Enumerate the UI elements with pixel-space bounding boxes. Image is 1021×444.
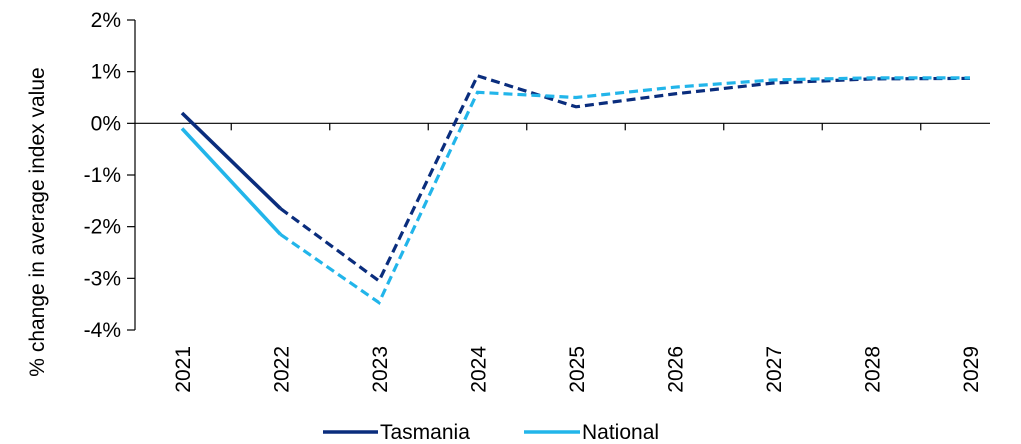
x-tick-label: 2029 (960, 346, 983, 393)
series-line-solid-tasmania (180, 111, 282, 210)
axes: 2% 1% 0% -1% -2% -3% -4% 2021 2022 2023 2024 2025 20… (84, 9, 990, 393)
x-tick-label: 2025 (566, 346, 589, 393)
x-tick-label: 2023 (369, 346, 392, 393)
legend-label-tasmania: Tasmania (380, 421, 470, 444)
y-tick-label: -3% (84, 267, 121, 290)
y-axis-title: % change in average index value (26, 67, 49, 376)
x-tick-label: 2027 (763, 346, 786, 393)
y-tick-label: 0% (91, 112, 121, 135)
legend-label-national: National (582, 421, 659, 444)
y-tick-label: -4% (84, 319, 121, 342)
x-tick-label: 2028 (862, 346, 885, 393)
y-tick-label: -1% (84, 164, 121, 187)
series-line-dashed-national (279, 76, 970, 306)
legend: Tasmania National (323, 421, 659, 444)
y-tick-label: 2% (91, 9, 121, 32)
x-tick-label: 2026 (665, 346, 688, 393)
x-tick-label: 2024 (468, 346, 491, 393)
y-tick-label: 1% (91, 61, 121, 84)
y-tick-label: -2% (84, 216, 121, 239)
series-line-solid-national (180, 127, 282, 236)
series-line-dashed-tasmania (279, 73, 971, 284)
x-tick-label: 2021 (172, 346, 195, 393)
series-lines (180, 73, 971, 306)
x-tick-label: 2022 (271, 346, 294, 393)
